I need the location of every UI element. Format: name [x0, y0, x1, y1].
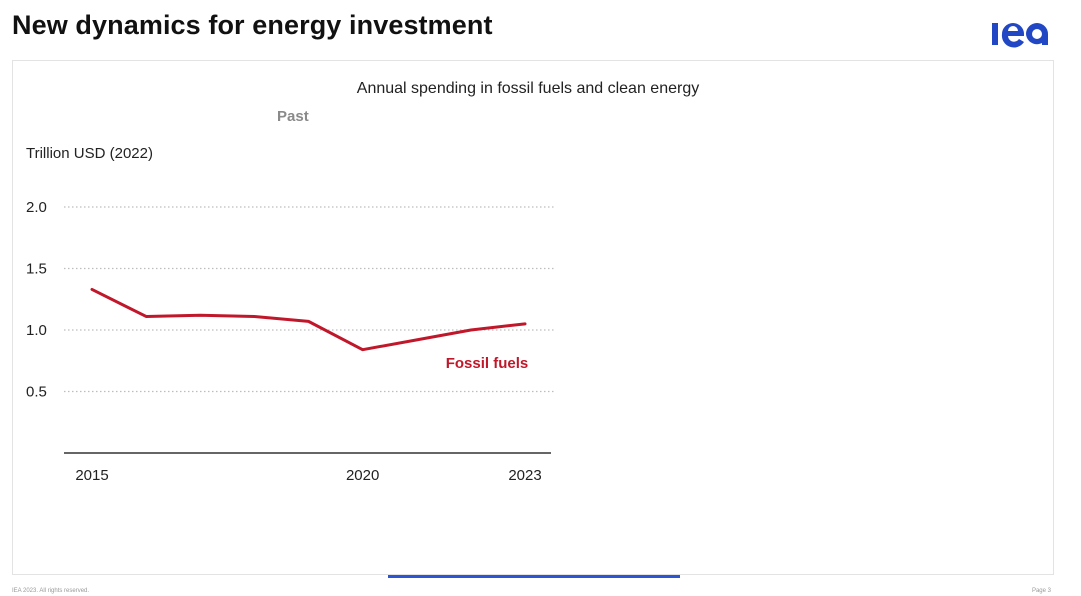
series-line-fossil-fuels: [90, 287, 527, 352]
slide-progress-bar: [388, 575, 680, 578]
y-axis-unit-label: Trillion USD (2022): [26, 145, 153, 162]
iea-logo: [992, 23, 1048, 48]
iea-logo-mark: [992, 23, 1048, 48]
y-tick-label: 0.5: [26, 384, 47, 401]
y-tick-label: 2.0: [26, 199, 47, 216]
slide-title: New dynamics for energy investment: [12, 10, 493, 40]
phase-label-past: Past: [277, 108, 309, 125]
footer-copyright: IEA 2023. All rights reserved.: [12, 588, 90, 594]
chart-title: Annual spending in fossil fuels and clea…: [356, 80, 700, 97]
y-tick-label: 1.5: [26, 261, 47, 278]
chart-panel: [12, 60, 1054, 575]
y-tick-label: 1.0: [26, 322, 47, 339]
footer-page-number: Page 3: [1031, 588, 1051, 594]
x-tick-label: 2015: [75, 467, 108, 484]
x-tick-label: 2020: [346, 467, 379, 484]
x-tick-label: 2023: [508, 467, 541, 484]
series-label-fossil-fuels: Fossil fuels: [446, 355, 529, 372]
